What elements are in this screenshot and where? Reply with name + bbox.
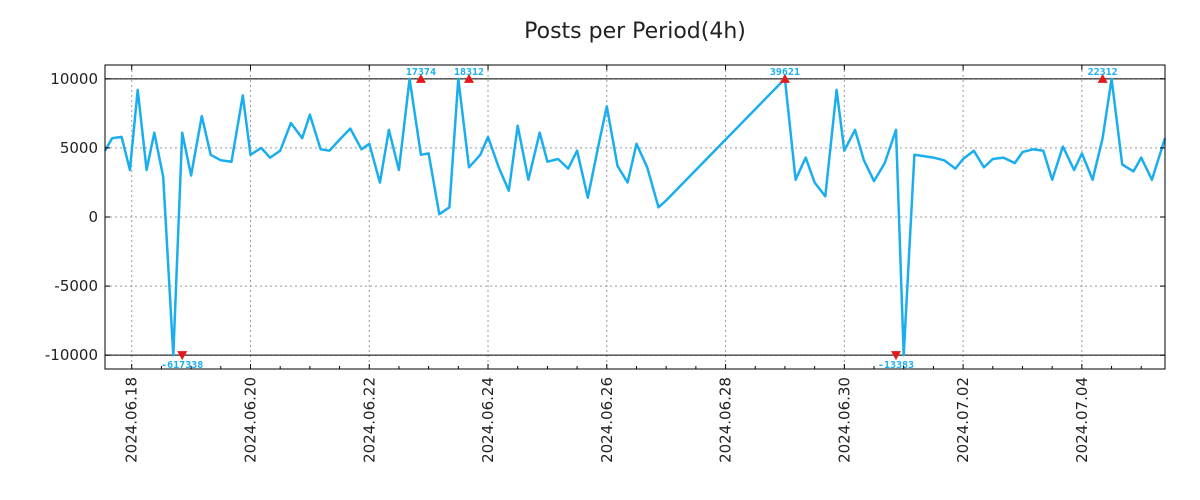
x-tick-label: 2024.07.04: [1073, 377, 1091, 463]
outlier-marker: [177, 351, 188, 361]
grid: [105, 65, 1165, 369]
chart-title: Posts per Period(4h): [524, 19, 746, 44]
series-line-posts: [103, 77, 1167, 357]
outlier-marker: [464, 73, 475, 83]
outlier-label: -13383: [878, 360, 914, 371]
x-axis-ticks: 2024.06.18 2024.06.20 2024.06.22 2024.06.24…: [123, 65, 1142, 463]
x-tick-label: 2024.06.26: [598, 377, 616, 463]
x-tick-label: 2024.06.20: [241, 377, 259, 463]
y-tick-label: 10000: [50, 70, 98, 88]
y-axis-ticks: 10000 5000 0 -5000 -10000: [45, 70, 1165, 364]
x-tick-label: 2024.06.28: [717, 377, 735, 463]
y-tick-label: -5000: [54, 277, 98, 295]
outlier-label: 39621: [770, 67, 800, 78]
x-tick-label: 2024.07.02: [954, 377, 972, 463]
x-tick-label: 2024.06.18: [123, 377, 141, 463]
outlier-label: 18312: [454, 67, 484, 78]
outlier-label: 17374: [406, 67, 436, 78]
outlier-label: 22312: [1088, 67, 1118, 78]
y-tick-label: 0: [88, 208, 98, 226]
series-layer: [103, 77, 1167, 357]
outlier-marker: [415, 73, 426, 83]
y-tick-label: 5000: [60, 139, 98, 157]
plot-frame: [104, 64, 1166, 370]
x-tick-label: 2024.06.22: [360, 377, 378, 463]
clip-reference-lines: [105, 78, 1165, 356]
y-tick-label: -10000: [45, 346, 98, 364]
outlier-marker: [1097, 73, 1108, 83]
marker-layer: -617338 17374 18312 39621 -13383 22312: [161, 67, 1118, 371]
x-tick-label: 2024.06.30: [835, 377, 853, 463]
outlier-label: -617338: [161, 360, 203, 371]
outlier-marker: [779, 73, 790, 83]
outlier-marker: [890, 351, 901, 361]
x-tick-label: 2024.06.24: [479, 377, 497, 463]
